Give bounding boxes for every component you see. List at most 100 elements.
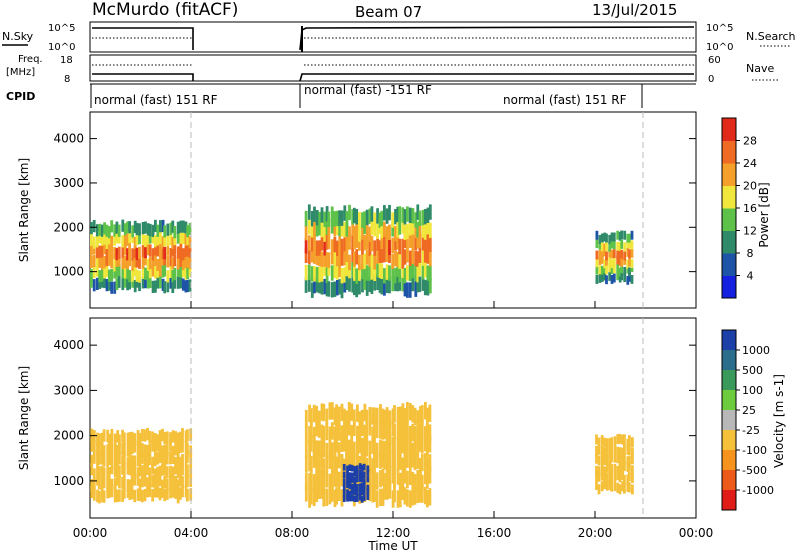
echo-cell	[360, 437, 364, 456]
echo-cell	[342, 484, 346, 492]
echo-cell	[165, 431, 169, 444]
echo-cell	[342, 471, 346, 479]
echo-cell	[169, 465, 172, 479]
echo-cell	[375, 442, 379, 461]
echo-cell	[595, 480, 598, 490]
echo-cell	[116, 473, 120, 486]
echo-cell	[309, 434, 313, 452]
echo-cell	[348, 482, 352, 490]
echo-cell	[97, 477, 101, 490]
echo-cell	[379, 470, 382, 488]
echo-cell	[333, 469, 337, 487]
echo-cell	[169, 432, 172, 445]
echo-cell	[618, 447, 622, 458]
echo-cell	[388, 265, 391, 281]
echo-cell	[623, 266, 627, 276]
echo-cell	[600, 273, 604, 282]
echo-cell	[163, 225, 167, 238]
echo-cell	[393, 485, 396, 503]
nsearch-tick-bottom: 10^0	[706, 42, 733, 53]
echo-cell	[171, 479, 175, 492]
echo-cell	[146, 276, 150, 289]
echo-cell	[320, 469, 324, 487]
echo-cell	[385, 468, 389, 486]
echo-cell	[626, 462, 630, 473]
echo-cell	[181, 454, 184, 467]
echo-cell	[420, 436, 424, 454]
echo-cell	[362, 487, 366, 495]
echo-cell	[396, 436, 400, 454]
echo-cell	[133, 465, 137, 478]
echo-cell	[418, 222, 422, 238]
echo-cell	[330, 456, 334, 474]
echo-cell	[426, 280, 430, 296]
echo-cell	[363, 211, 367, 227]
echo-cell	[330, 282, 334, 298]
echo-cell	[373, 254, 377, 270]
echo-cell	[345, 274, 349, 290]
echo-cell	[403, 209, 407, 225]
echo-cell	[113, 444, 117, 457]
echo-cell	[419, 485, 422, 503]
echo-cell	[307, 264, 311, 280]
echo-cell	[173, 267, 177, 281]
echo-cell	[165, 466, 169, 479]
echo-cell	[113, 433, 117, 446]
echo-cell	[401, 262, 405, 278]
echo-cell	[411, 405, 415, 423]
echo-cell	[317, 410, 321, 429]
echo-cell	[368, 208, 372, 224]
echo-cell	[105, 245, 109, 258]
echo-cell	[123, 275, 127, 288]
echo-cell	[107, 452, 111, 465]
echo-cell	[419, 406, 422, 424]
echo-cell	[128, 230, 131, 244]
echo-cell	[620, 249, 624, 259]
echo-cell	[103, 222, 106, 235]
echo-cell	[161, 428, 164, 442]
echo-cell	[340, 250, 344, 266]
echo-cell	[131, 225, 135, 238]
echo-cell	[373, 275, 377, 291]
echo-cell	[92, 220, 96, 233]
echo-cell	[608, 480, 612, 490]
echo-cell	[186, 255, 190, 268]
echo-cell	[408, 207, 412, 223]
echo-cell	[373, 484, 376, 502]
velocity-cbar-swatch	[722, 350, 736, 371]
echo-cell	[325, 470, 329, 488]
echo-cell	[406, 247, 409, 263]
echo-cell	[156, 258, 160, 271]
echo-cell	[376, 223, 379, 239]
echo-cell	[425, 423, 429, 442]
ytick-label: 1000	[53, 265, 84, 279]
echo-cell	[411, 488, 415, 506]
echo-cell	[171, 485, 175, 498]
echo-cell	[616, 453, 620, 464]
echo-cell	[428, 435, 432, 453]
echo-cell	[308, 490, 311, 508]
echo-cell	[414, 266, 418, 282]
echo-cell	[340, 210, 344, 226]
echo-cell	[416, 435, 420, 454]
echo-cell	[342, 478, 346, 485]
echo-cell	[626, 259, 630, 269]
echo-cell	[176, 221, 180, 234]
echo-cell	[347, 418, 351, 436]
echo-cell	[411, 248, 415, 265]
echo-cell	[631, 484, 634, 495]
echo-cell	[414, 212, 418, 228]
echo-cell	[113, 259, 117, 272]
velocity-panel: 1000 2000 3000 4000 Slant Range [km]	[17, 317, 697, 519]
echo-cell	[323, 251, 327, 267]
echo-cell	[333, 236, 337, 253]
velocity-cbar-swatch	[722, 410, 736, 431]
echo-cell	[630, 259, 634, 269]
echo-cell	[358, 489, 362, 496]
echo-cell	[315, 440, 319, 458]
echo-cell	[610, 472, 613, 483]
echo-cell	[174, 475, 178, 489]
echo-cell	[171, 445, 175, 459]
echo-cell	[151, 280, 155, 293]
echo-cell	[179, 474, 182, 487]
